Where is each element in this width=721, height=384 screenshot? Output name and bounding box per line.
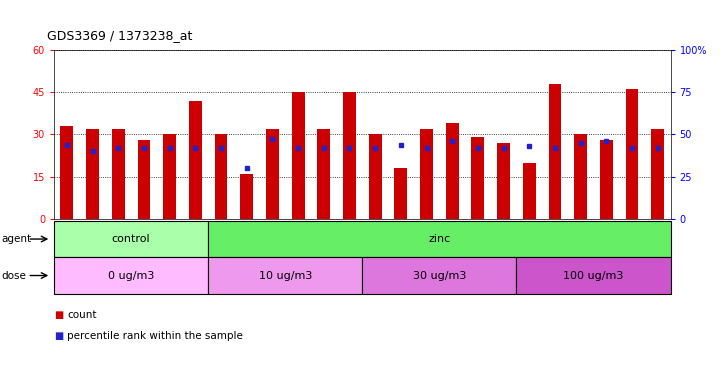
Bar — [343, 92, 356, 219]
Bar — [240, 174, 253, 219]
Bar — [574, 134, 587, 219]
Text: ■: ■ — [54, 331, 63, 341]
Text: count: count — [67, 310, 97, 320]
Bar — [446, 123, 459, 219]
Text: ■: ■ — [54, 310, 63, 320]
Bar — [523, 162, 536, 219]
Bar — [394, 168, 407, 219]
Bar — [163, 134, 176, 219]
Bar — [138, 140, 151, 219]
Text: agent: agent — [1, 234, 32, 244]
Text: 10 ug/m3: 10 ug/m3 — [259, 270, 312, 281]
Text: GDS3369 / 1373238_at: GDS3369 / 1373238_at — [47, 29, 193, 42]
Text: zinc: zinc — [428, 234, 451, 244]
Text: control: control — [112, 234, 151, 244]
Bar — [626, 89, 638, 219]
Bar — [549, 84, 562, 219]
Bar — [189, 101, 202, 219]
Bar — [292, 92, 304, 219]
Bar — [472, 137, 485, 219]
Text: percentile rank within the sample: percentile rank within the sample — [67, 331, 243, 341]
Bar — [368, 134, 381, 219]
Bar — [61, 126, 74, 219]
Bar — [112, 129, 125, 219]
Bar — [317, 129, 330, 219]
Bar — [215, 134, 227, 219]
Bar — [420, 129, 433, 219]
Text: 0 ug/m3: 0 ug/m3 — [108, 270, 154, 281]
Bar — [266, 129, 279, 219]
Text: dose: dose — [1, 270, 27, 281]
Bar — [497, 143, 510, 219]
Bar — [600, 140, 613, 219]
Bar — [651, 129, 664, 219]
Text: 30 ug/m3: 30 ug/m3 — [412, 270, 466, 281]
Text: 100 ug/m3: 100 ug/m3 — [563, 270, 624, 281]
Bar — [87, 129, 99, 219]
